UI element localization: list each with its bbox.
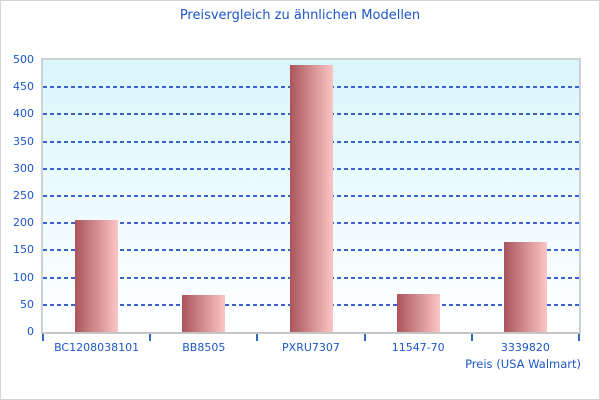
y-axis-label: 200 bbox=[13, 216, 34, 230]
x-axis-label: 3339820 bbox=[500, 341, 550, 354]
bar-PXRU7307 bbox=[289, 65, 333, 332]
bar-BC1208038101 bbox=[75, 220, 119, 332]
y-axis-label: 500 bbox=[13, 53, 34, 66]
bar-BB8505 bbox=[182, 295, 226, 332]
x-axis-label: 11547-70 bbox=[391, 341, 445, 354]
plot-area bbox=[41, 58, 581, 334]
bar-3339820 bbox=[503, 242, 547, 332]
x-tick-mark bbox=[256, 334, 259, 341]
y-axis-label: 50 bbox=[20, 297, 34, 311]
y-axis-label: 350 bbox=[13, 134, 34, 148]
x-axis-label: BB8505 bbox=[182, 341, 226, 354]
x-tick-mark bbox=[470, 334, 473, 341]
x-tick-mark bbox=[149, 334, 152, 341]
y-axis-label: 300 bbox=[13, 161, 34, 175]
x-axis-label: PXRU7307 bbox=[282, 341, 340, 354]
x-tick-mark bbox=[363, 334, 366, 341]
x-axis-title: Preis (USA Walmart) bbox=[465, 357, 581, 371]
x-axis-label: BC1208038101 bbox=[54, 341, 140, 354]
y-axis-label: 0 bbox=[27, 325, 34, 338]
y-axis-label: 450 bbox=[13, 80, 34, 94]
y-axis-label: 250 bbox=[13, 189, 34, 202]
x-tick-mark bbox=[578, 334, 580, 341]
y-axis-label: 150 bbox=[13, 243, 34, 257]
y-axis-label: 400 bbox=[13, 107, 34, 121]
x-tick-mark bbox=[42, 334, 44, 341]
chart-title: Preisvergleich zu ähnlichen Modellen bbox=[179, 8, 421, 23]
y-axis-label: 100 bbox=[13, 270, 34, 284]
bar-11547-70 bbox=[396, 293, 440, 332]
